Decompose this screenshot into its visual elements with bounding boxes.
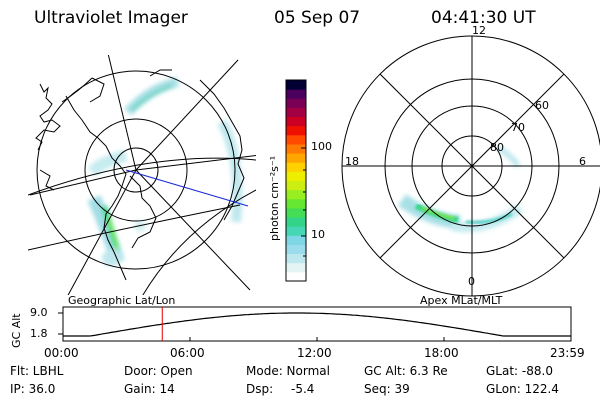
geo-blue-line — [125, 169, 249, 207]
info-glat: GLat: -88.0 — [486, 364, 553, 378]
colorbar-swatch — [286, 271, 306, 282]
colorbar-swatch — [286, 107, 306, 118]
colorbar-swatch — [286, 125, 306, 136]
info-mode: Mode: Normal — [246, 364, 330, 378]
colorbar-swatch — [286, 80, 306, 90]
apex-mlt-6: 6 — [579, 155, 586, 168]
alt-xtick-4: 23:59 — [550, 346, 585, 360]
apex-lat-60: 60 — [535, 99, 549, 112]
geo-coastline — [35, 69, 245, 281]
colorbar-swatch — [286, 262, 306, 273]
info-ip: IP: 36.0 — [10, 382, 56, 396]
apex-aurora — [397, 145, 523, 233]
colorbar-swatch — [286, 189, 306, 200]
info-glon: GLon: 122.4 — [486, 382, 559, 396]
info-door: Door: Open — [124, 364, 193, 378]
apex-mlt-12: 12 — [472, 24, 486, 37]
alt-xtick-1: 06:00 — [170, 346, 205, 360]
geo-aurora — [87, 77, 243, 266]
colorbar-swatch — [286, 217, 306, 227]
colorbar — [285, 79, 307, 282]
geo-lat-circle-mid — [84, 118, 188, 222]
colorbar-swatch — [286, 180, 306, 191]
alt-ytick-1-8: 1.8 — [30, 327, 48, 340]
colorbar-swatch — [286, 162, 306, 172]
info-filter: Flt: LBHL — [10, 364, 64, 378]
alt-ytick-9: 9.0 — [30, 306, 48, 319]
apex-lat-70: 70 — [511, 121, 525, 134]
colorbar-swatch — [286, 89, 306, 99]
colorbar-swatch — [286, 98, 306, 108]
colorbar-swatch — [286, 116, 306, 127]
info-seq: Seq: 39 — [364, 382, 410, 396]
date-label: 05 Sep 07 — [274, 8, 361, 28]
geo-lat-circle-outer — [36, 70, 236, 270]
info-gc-alt: GC Alt: 6.3 Re — [364, 364, 448, 378]
alt-xtick-3: 18:00 — [424, 346, 459, 360]
altitude-plot — [58, 306, 572, 342]
apex-panel-label: Apex MLat/MLT — [420, 294, 503, 307]
colorbar-swatch — [286, 171, 306, 181]
colorbar-tick-10: 10 — [311, 228, 325, 241]
colorbar-swatch — [286, 134, 306, 145]
alt-xtick-2: 12:00 — [297, 346, 332, 360]
info-dsp-label: Dsp: — [246, 382, 274, 396]
colorbar-swatch — [286, 235, 306, 245]
alt-xtick-0: 00:00 — [44, 346, 79, 360]
apex-mlt-0: 0 — [468, 275, 475, 288]
apex-mlt-18: 18 — [345, 155, 359, 168]
colorbar-swatch — [286, 226, 306, 236]
time-label: 04:41:30 UT — [431, 8, 536, 28]
colorbar-swatch — [286, 244, 306, 255]
colorbar-swatch — [286, 207, 306, 218]
colorbar-swatch — [286, 153, 306, 163]
colorbar-tick-100: 100 — [311, 140, 332, 153]
geographic-map — [28, 55, 256, 295]
apex-lat-80: 80 — [490, 141, 504, 154]
info-dsp-value: -5.4 — [291, 382, 315, 396]
colorbar-swatch — [286, 253, 306, 264]
colorbar-unit-label: photon cm⁻²s⁻¹ — [268, 155, 281, 241]
apex-map — [341, 35, 600, 297]
geo-panel-label: Geographic Lat/Lon — [68, 294, 176, 307]
info-gain: Gain: 14 — [124, 382, 175, 396]
colorbar-swatch — [286, 143, 306, 154]
alt-ylabel: GC Alt — [10, 313, 23, 348]
colorbar-swatch — [286, 198, 306, 209]
instrument-title: Ultraviolet Imager — [34, 8, 188, 28]
